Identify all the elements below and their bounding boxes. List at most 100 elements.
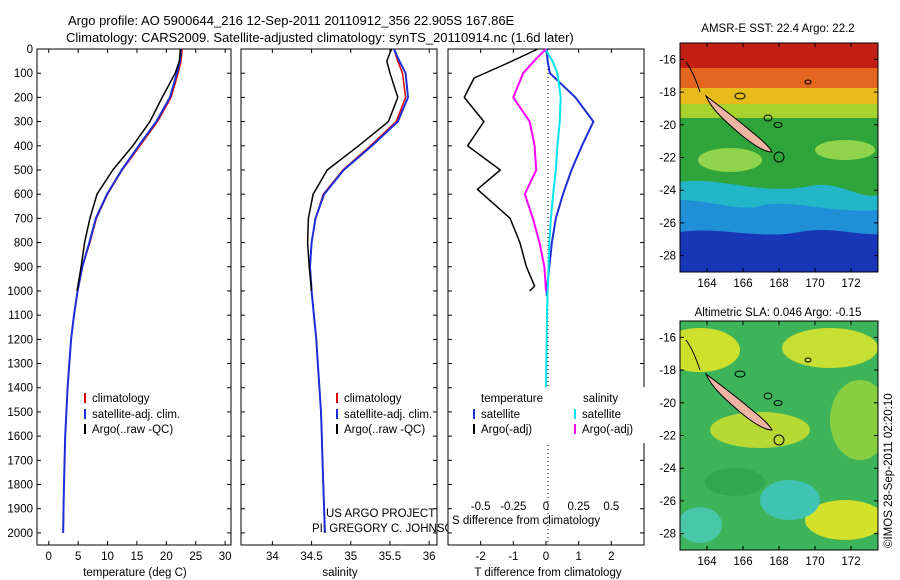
depth-tick-label: 100 <box>14 68 33 80</box>
imos-timestamp: ©IMOS 28-Sep-2011 02:20:10 <box>883 393 895 548</box>
series-temperature-argo-adj <box>463 48 539 292</box>
series-argo-raw-qc <box>76 48 182 292</box>
island-outline <box>804 79 812 85</box>
legend-label-sal-satellite: satellite <box>582 409 621 421</box>
legend-label-climatology: climatology <box>92 393 150 405</box>
salinity-legend: climatology satellite-adj. clim. Argo(..… <box>336 393 432 436</box>
difference-legend: temperature salinity satellite Argo(-adj… <box>465 387 645 443</box>
lon-tick-label: 168 <box>769 278 788 290</box>
pi-credit: PI: GREGORY C. JOHNSON <box>312 523 462 535</box>
sst-map: AMSR-E SST: 22.4 Argo: 22.2 -16 -18 -20 -22… <box>659 23 879 290</box>
depth-tick-label: 1700 <box>7 455 33 467</box>
legend-title-temperature: temperature <box>481 393 543 405</box>
s-tick-label: -0.5 <box>471 501 491 513</box>
x-tick-label: 10 <box>101 551 114 563</box>
depth-tick-label: 1400 <box>7 383 33 395</box>
sst-orange-band <box>680 68 878 90</box>
sla-yellow-patch <box>680 328 740 372</box>
s-tick-label: 0.5 <box>603 501 619 513</box>
salinity-panel: 34 34.5 35 35.5 36 salinity climatology sate… <box>240 48 462 579</box>
depth-tick-label: 700 <box>14 213 33 225</box>
argo-position-marker <box>773 434 785 446</box>
lat-tick-label: -26 <box>659 218 676 230</box>
x-tick-label: 34 <box>266 551 279 563</box>
x-tick-label: 2 <box>608 551 614 563</box>
x-tick-label: 15 <box>131 551 144 563</box>
series-satellite-adj-clim <box>62 48 182 533</box>
lat-tick-label: -20 <box>659 398 676 410</box>
temperature-axes-box <box>36 48 232 546</box>
sla-cyan-patch <box>680 507 722 543</box>
x-tick-label: 25 <box>189 551 202 563</box>
x-tick-label: 30 <box>219 551 232 563</box>
depth-tick-label: 300 <box>14 117 33 129</box>
legend-label-sal-argo: Argo(-adj) <box>582 424 633 436</box>
lat-tick-label: -24 <box>659 185 676 197</box>
depth-tick-label: 1900 <box>7 504 33 516</box>
sst-yellow-band <box>680 88 878 106</box>
coastline <box>685 61 701 93</box>
lat-tick-label: -28 <box>659 251 676 263</box>
x-tick-label: -1 <box>508 551 518 563</box>
difference-axes-box <box>447 48 645 546</box>
depth-tick-label: 800 <box>14 238 33 250</box>
sst-field <box>680 43 878 272</box>
x-tick-label: 35.5 <box>379 551 401 563</box>
legend-background <box>465 387 645 443</box>
lat-tick-label: -24 <box>659 463 676 475</box>
depth-tick-label: 1800 <box>7 480 33 492</box>
legend-label-temp-argo: Argo(-adj) <box>481 424 532 436</box>
sla-map: Altimetric SLA: 0.046 Argo: -0.15 -16 -18… <box>659 307 879 568</box>
x-tick-label: 5 <box>75 551 81 563</box>
depth-tick-label: 1300 <box>7 359 33 371</box>
coastline <box>685 339 701 371</box>
difference-xlabel: T difference from climatology <box>474 567 621 579</box>
legend-label-temp-satellite: satellite <box>481 409 520 421</box>
sst-light-patch <box>698 148 762 172</box>
sla-yellow-patch <box>710 412 810 448</box>
lon-tick-label: 172 <box>841 556 860 568</box>
depth-tick-label: 1600 <box>7 431 33 443</box>
figure-title: Argo profile: AO 5900644_216 12-Sep-2011… <box>68 13 515 28</box>
new-caledonia-outline <box>704 372 773 431</box>
lat-tick-label: -16 <box>659 54 676 66</box>
series-argo-raw-qc <box>306 48 399 292</box>
x-tick-label: 1 <box>575 551 581 563</box>
sla-cyan-patch <box>760 480 820 520</box>
depth-tick-label: 200 <box>14 92 33 104</box>
island-outline <box>734 370 746 378</box>
lat-tick-label: -18 <box>659 365 676 377</box>
s-tick-label: 0 <box>543 501 549 513</box>
depth-tick-label: 1000 <box>7 286 33 298</box>
depth-tick-label: 600 <box>14 189 33 201</box>
legend-label-climatology: climatology <box>344 393 402 405</box>
sla-light-green-patch <box>830 380 878 460</box>
lon-tick-label: 170 <box>805 556 824 568</box>
x-tick-label: -2 <box>476 551 486 563</box>
island-outline <box>734 92 746 100</box>
new-caledonia-outline <box>704 94 773 153</box>
x-tick-label: 34.5 <box>300 551 322 563</box>
lat-tick-label: -26 <box>659 496 676 508</box>
lat-tick-label: -20 <box>659 120 676 132</box>
depth-tick-label: 0 <box>27 44 33 56</box>
legend-title-salinity: salinity <box>583 393 618 405</box>
lon-tick-label: 164 <box>697 556 717 568</box>
temperature-legend: climatology satellite-adj. clim. Argo(..… <box>84 393 180 436</box>
sla-yellow-patch <box>782 328 878 368</box>
depth-tick-label: 1500 <box>7 407 33 419</box>
island-outline <box>763 114 773 122</box>
x-tick-label: 0 <box>46 551 52 563</box>
island-outline <box>763 392 773 400</box>
lon-tick-label: 170 <box>805 278 824 290</box>
island-outline <box>773 122 783 128</box>
lat-tick-label: -28 <box>659 529 676 541</box>
series-salinity-satellite <box>544 48 562 388</box>
depth-tick-label: 1100 <box>8 310 33 322</box>
lon-tick-label: 166 <box>733 278 752 290</box>
legend-label-satellite: satellite-adj. clim. <box>344 409 432 421</box>
series-salinity-argo-adj <box>512 48 547 292</box>
lat-tick-label: -22 <box>659 153 676 165</box>
lon-tick-label: 168 <box>769 556 788 568</box>
lon-tick-label: 172 <box>841 278 860 290</box>
